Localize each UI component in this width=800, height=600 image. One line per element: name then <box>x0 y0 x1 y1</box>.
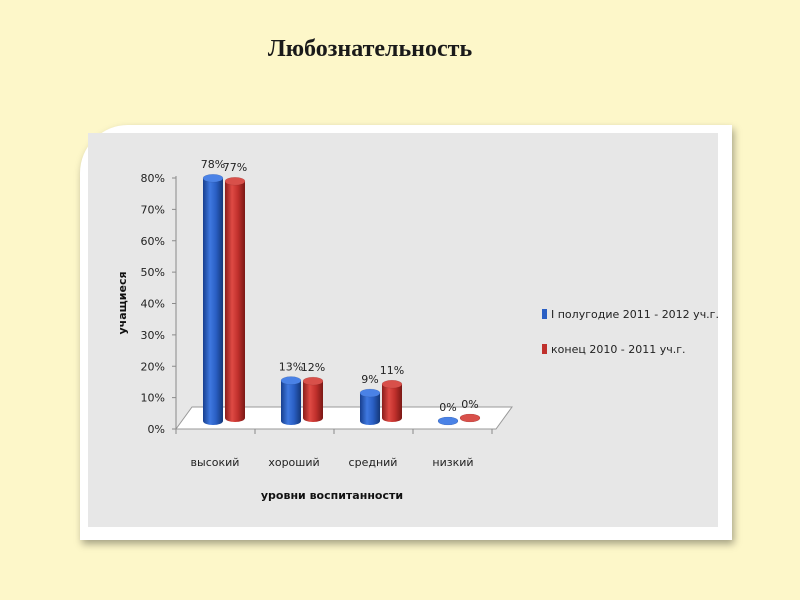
legend-label: I полугодие 2011 - 2012 уч.г. <box>551 308 719 321</box>
y-tick-label: 60% <box>141 235 165 248</box>
legend-label: конец 2010 - 2011 уч.г. <box>551 343 686 356</box>
data-label: 11% <box>380 364 404 377</box>
data-label: 9% <box>361 373 378 386</box>
x-tick-label: высокий <box>191 456 240 469</box>
slide-title: Любознательность <box>267 36 473 62</box>
legend-item: I полугодие 2011 - 2012 уч.г. <box>542 308 719 321</box>
y-tick-label: 10% <box>141 392 165 405</box>
y-tick-label: 0% <box>148 423 165 436</box>
data-label: 0% <box>439 401 456 414</box>
data-label: 77% <box>223 161 247 174</box>
chart-area <box>88 133 718 527</box>
bar <box>381 379 403 422</box>
bar <box>302 376 324 422</box>
x-tick-label: хороший <box>268 456 319 469</box>
y-tick-label: 80% <box>141 172 165 185</box>
legend-item: конец 2010 - 2011 уч.г. <box>542 343 686 356</box>
bar <box>224 176 246 422</box>
bar <box>437 416 459 426</box>
x-tick-label: средний <box>349 456 398 469</box>
y-tick-label: 70% <box>141 203 165 216</box>
y-tick-label: 50% <box>141 266 165 279</box>
data-label: 13% <box>279 361 303 374</box>
y-tick-label: 40% <box>141 298 165 311</box>
legend-swatch <box>542 344 547 354</box>
x-tick-label: низкий <box>432 456 473 469</box>
chart-frame <box>80 125 732 540</box>
y-tick-label: 20% <box>141 360 165 373</box>
bar <box>359 388 381 425</box>
x-axis-label: уровни воспитанности <box>261 489 403 502</box>
legend-swatch <box>542 309 547 319</box>
data-label: 0% <box>461 398 478 411</box>
chart-floor <box>175 406 513 430</box>
y-axis-label: учащиеся <box>116 271 129 334</box>
bar <box>280 376 302 425</box>
y-tick-label: 30% <box>141 329 165 342</box>
bar <box>202 173 224 425</box>
data-label: 12% <box>301 361 325 374</box>
bar <box>459 413 481 423</box>
data-label: 78% <box>201 158 225 171</box>
